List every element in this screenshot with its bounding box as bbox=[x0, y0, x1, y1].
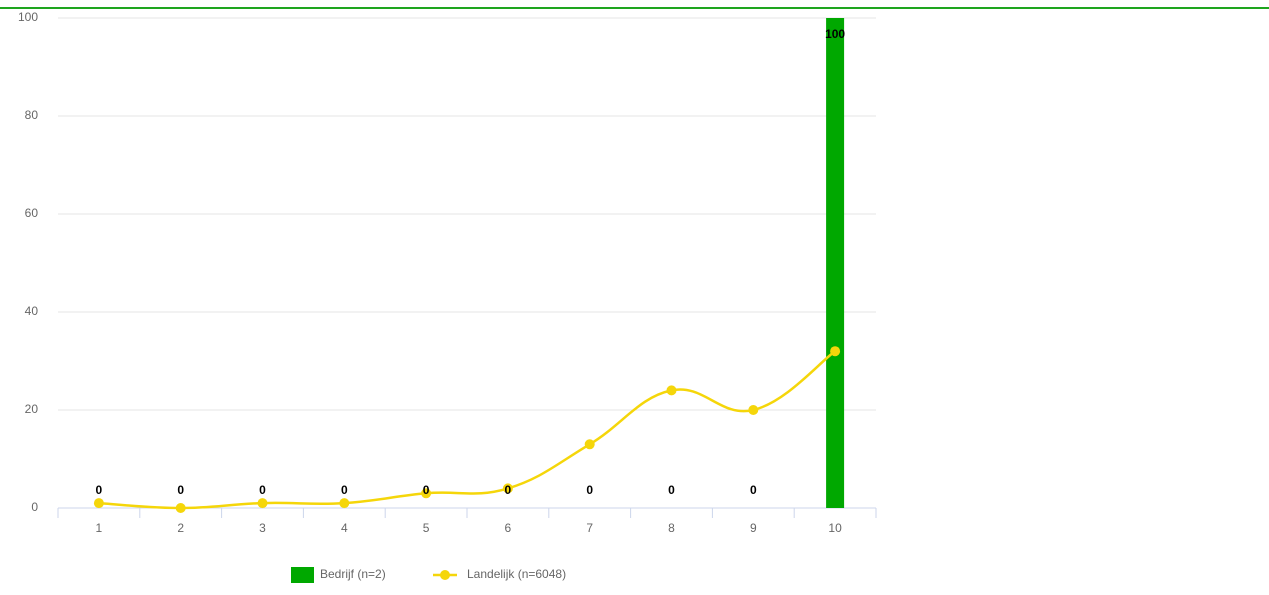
x-tick-label: 7 bbox=[586, 521, 593, 535]
bar bbox=[826, 18, 845, 508]
line-point bbox=[93, 498, 104, 509]
x-tick-label: 8 bbox=[668, 521, 675, 535]
data-label: 0 bbox=[259, 483, 266, 497]
x-tick-label: 5 bbox=[423, 521, 430, 535]
legend-swatch bbox=[291, 567, 314, 583]
x-tick-label: 10 bbox=[828, 521, 842, 535]
y-tick-label: 80 bbox=[25, 108, 39, 122]
line-point bbox=[584, 439, 595, 450]
data-label: 0 bbox=[668, 483, 675, 497]
legend-label: Landelijk (n=6048) bbox=[467, 567, 566, 581]
data-label: 0 bbox=[177, 483, 184, 497]
data-label: 0 bbox=[586, 483, 593, 497]
line-point bbox=[748, 405, 759, 415]
x-tick-label: 1 bbox=[96, 521, 103, 535]
x-tick-label: 2 bbox=[177, 521, 184, 535]
line bbox=[98, 350, 836, 510]
x-tick-label: 9 bbox=[750, 521, 757, 535]
y-tick-label: 100 bbox=[18, 10, 38, 24]
data-label: 0 bbox=[423, 483, 430, 497]
legend-marker bbox=[440, 570, 450, 580]
line-point bbox=[257, 498, 268, 509]
x-tick-label: 4 bbox=[341, 521, 348, 535]
data-label: 100 bbox=[825, 27, 845, 41]
x-tick-label: 6 bbox=[505, 521, 512, 535]
line-point bbox=[830, 346, 841, 357]
line-point bbox=[502, 483, 513, 494]
data-label: 0 bbox=[750, 483, 757, 497]
y-tick-label: 60 bbox=[25, 206, 39, 220]
line-point bbox=[666, 385, 677, 396]
data-label: 0 bbox=[341, 483, 348, 497]
line-point bbox=[421, 488, 432, 499]
line-point bbox=[175, 503, 186, 513]
y-tick-label: 20 bbox=[25, 402, 39, 416]
x-tick-label: 3 bbox=[259, 521, 266, 535]
data-label: 0 bbox=[96, 483, 103, 497]
y-tick-label: 0 bbox=[31, 500, 38, 514]
legend-label: Bedrijf (n=2) bbox=[320, 567, 386, 581]
data-label: 0 bbox=[505, 483, 512, 497]
y-tick-label: 40 bbox=[25, 304, 39, 318]
line-point bbox=[339, 498, 350, 509]
